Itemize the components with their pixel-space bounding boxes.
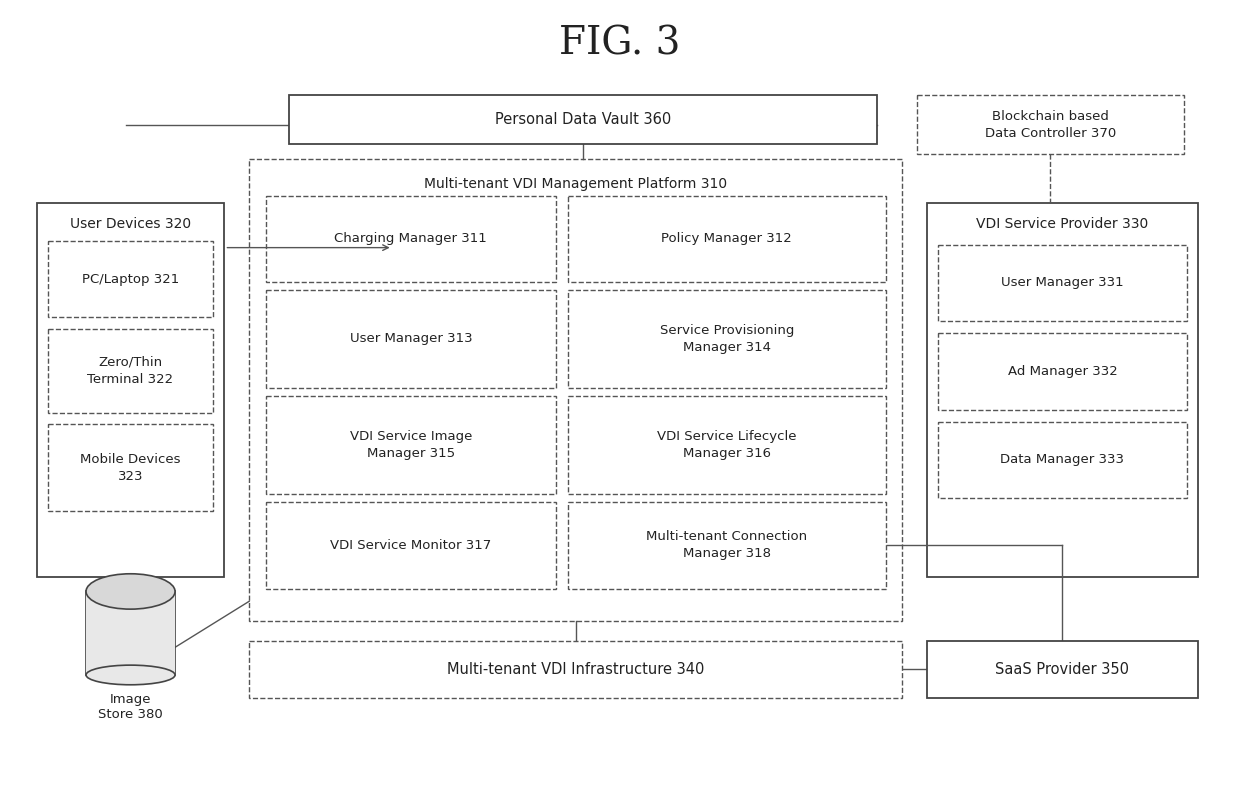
Bar — [568, 396, 887, 494]
Bar — [37, 203, 224, 577]
Text: User Manager 331: User Manager 331 — [1001, 277, 1123, 289]
Bar — [939, 245, 1187, 322]
Text: Mobile Devices
323: Mobile Devices 323 — [81, 452, 181, 483]
Bar — [48, 241, 212, 318]
Text: VDI Service Lifecycle
Manager 316: VDI Service Lifecycle Manager 316 — [657, 430, 796, 460]
Ellipse shape — [86, 574, 175, 609]
Bar — [568, 195, 887, 282]
Bar — [249, 641, 901, 697]
Bar — [267, 396, 556, 494]
Text: Personal Data Vault 360: Personal Data Vault 360 — [495, 113, 671, 128]
Bar — [926, 203, 1198, 577]
Text: Multi-tenant VDI Management Platform 310: Multi-tenant VDI Management Platform 310 — [424, 177, 727, 191]
Text: PC/Laptop 321: PC/Laptop 321 — [82, 273, 179, 285]
Bar — [289, 95, 877, 144]
Bar — [267, 502, 556, 589]
Text: Service Provisioning
Manager 314: Service Provisioning Manager 314 — [660, 324, 794, 354]
Text: VDI Service Image
Manager 315: VDI Service Image Manager 315 — [350, 430, 472, 460]
Bar — [86, 592, 175, 675]
Bar — [267, 290, 556, 388]
Bar — [48, 425, 212, 511]
Text: Zero/Thin
Terminal 322: Zero/Thin Terminal 322 — [88, 356, 174, 386]
Text: Multi-tenant VDI Infrastructure 340: Multi-tenant VDI Infrastructure 340 — [446, 662, 704, 677]
Bar — [568, 290, 887, 388]
Bar — [48, 329, 212, 413]
Ellipse shape — [86, 665, 175, 685]
Text: FIG. 3: FIG. 3 — [559, 26, 681, 63]
Text: Policy Manager 312: Policy Manager 312 — [661, 232, 792, 245]
Bar — [249, 159, 901, 621]
Bar — [926, 641, 1198, 697]
Text: Ad Manager 332: Ad Manager 332 — [1008, 365, 1117, 378]
Bar — [916, 95, 1184, 154]
Text: SaaS Provider 350: SaaS Provider 350 — [996, 662, 1130, 677]
Text: Data Manager 333: Data Manager 333 — [1001, 453, 1125, 466]
Text: VDI Service Provider 330: VDI Service Provider 330 — [976, 217, 1148, 231]
Text: Charging Manager 311: Charging Manager 311 — [335, 232, 487, 245]
Bar — [939, 422, 1187, 498]
Text: VDI Service Monitor 317: VDI Service Monitor 317 — [330, 539, 491, 552]
Bar — [939, 333, 1187, 410]
Bar — [568, 502, 887, 589]
Bar — [267, 195, 556, 282]
Text: Multi-tenant Connection
Manager 318: Multi-tenant Connection Manager 318 — [646, 530, 807, 560]
Text: Blockchain based
Data Controller 370: Blockchain based Data Controller 370 — [985, 110, 1116, 139]
Text: User Devices 320: User Devices 320 — [69, 217, 191, 231]
Text: Image
Store 380: Image Store 380 — [98, 693, 162, 721]
Text: User Manager 313: User Manager 313 — [350, 333, 472, 345]
